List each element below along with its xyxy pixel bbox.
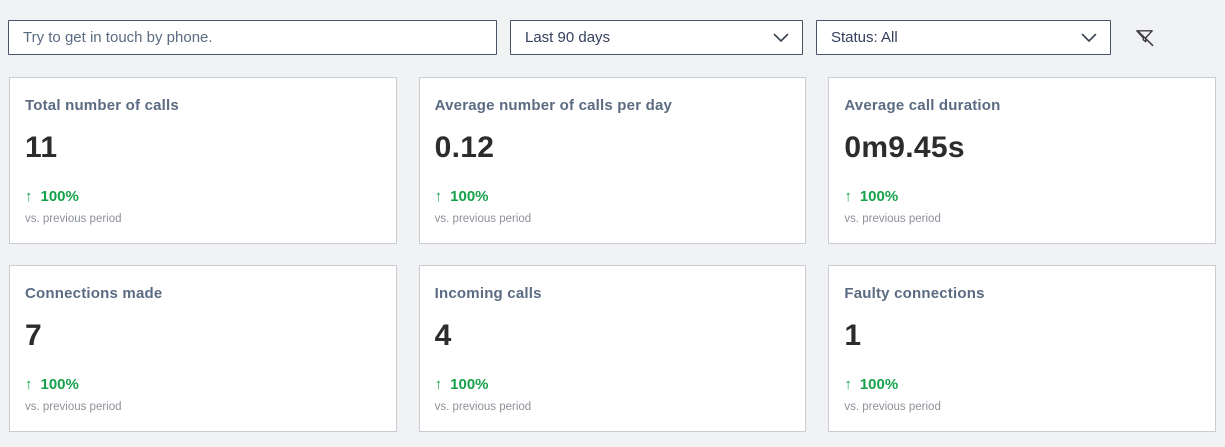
card-change: ↑ 100% [25, 376, 380, 393]
card-value: 7 [25, 319, 42, 352]
card-title: Total number of calls [25, 97, 179, 114]
trend-up-icon: ↑ [434, 376, 443, 393]
stats-grid: Total number of calls 11 ↑ 100% vs. prev… [9, 77, 1216, 432]
change-percent: 100% [450, 188, 489, 205]
card-value: 1 [844, 319, 862, 352]
trend-up-icon: ↑ [25, 188, 33, 205]
search-input[interactable] [8, 20, 497, 55]
card-comparison: vs. previous period [434, 401, 532, 413]
card-change: ↑ 100% [25, 188, 380, 205]
filter-off-icon [1135, 30, 1153, 47]
change-percent: 100% [859, 188, 899, 205]
card-comparison: vs. previous period [434, 213, 532, 225]
card-connections-made: Connections made 7 ↑ 100% vs. previous p… [9, 265, 397, 432]
card-title: Connections made [25, 285, 163, 302]
trend-up-icon: ↑ [844, 376, 852, 393]
clear-filter-button[interactable] [1129, 23, 1159, 53]
card-value: 4 [434, 319, 452, 352]
card-change: ↑ 100% [435, 376, 790, 393]
card-faulty-connections: Faulty connections 1 ↑ 100% vs. previous… [828, 265, 1216, 432]
trend-up-icon: ↑ [434, 188, 443, 205]
card-comparison: vs. previous period [25, 213, 122, 225]
card-avg-calls-per-day: Average number of calls per day 0.12 ↑ 1… [418, 77, 807, 244]
card-avg-call-duration: Average call duration 0m9.45s ↑ 100% vs.… [828, 77, 1216, 244]
trend-up-icon: ↑ [844, 188, 852, 205]
change-percent: 100% [450, 376, 489, 393]
card-value: 0m9.45s [844, 131, 965, 164]
card-value: 0.12 [434, 131, 495, 164]
card-title: Average call duration [844, 97, 1001, 114]
change-percent: 100% [859, 376, 899, 393]
card-total-calls: Total number of calls 11 ↑ 100% vs. prev… [9, 77, 397, 244]
trend-up-icon: ↑ [25, 376, 33, 393]
change-percent: 100% [40, 376, 79, 393]
card-comparison: vs. previous period [844, 401, 941, 413]
chevron-down-icon [1081, 33, 1097, 42]
card-change: ↑ 100% [844, 376, 1199, 393]
card-comparison: vs. previous period [844, 213, 941, 225]
filter-toolbar: Last 90 days Status: All [8, 20, 1159, 55]
card-title: Incoming calls [434, 285, 542, 302]
card-title: Faulty connections [844, 285, 985, 302]
card-comparison: vs. previous period [25, 401, 122, 413]
card-incoming-calls: Incoming calls 4 ↑ 100% vs. previous per… [418, 265, 807, 432]
status-dropdown[interactable]: Status: All [816, 20, 1111, 55]
card-change: ↑ 100% [435, 188, 790, 205]
card-title: Average number of calls per day [434, 97, 673, 114]
status-dropdown-value: Status: All [831, 29, 898, 46]
chevron-down-icon [773, 33, 789, 42]
period-dropdown-value: Last 90 days [525, 29, 611, 46]
period-dropdown[interactable]: Last 90 days [510, 20, 803, 55]
card-value: 11 [25, 131, 58, 164]
card-change: ↑ 100% [844, 188, 1199, 205]
change-percent: 100% [40, 188, 79, 205]
